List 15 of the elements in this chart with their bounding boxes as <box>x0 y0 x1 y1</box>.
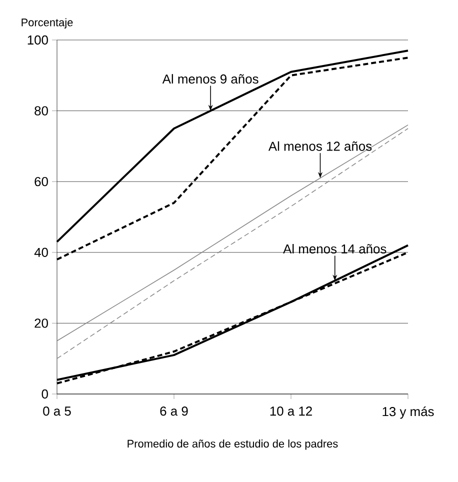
y-axis-title: Porcentaje <box>22 18 73 28</box>
y-tick-label: 100 <box>28 35 48 45</box>
x-tick-label: 6 a 9 <box>160 406 188 416</box>
y-tick-label: 60 <box>34 177 48 186</box>
x-tick-label: 13 y más <box>382 406 434 419</box>
y-tick-label: 80 <box>34 106 48 116</box>
x-axis-title: Promedio de años de estudio de los padres <box>128 440 338 450</box>
y-tick-label: 20 <box>34 318 48 328</box>
x-tick-label: 10 a 12 <box>270 406 312 416</box>
annotation: Al menos 9 años <box>162 74 258 84</box>
y-tick-label: 0 <box>42 389 48 399</box>
annotation: Al menos 14 años <box>283 244 386 254</box>
x-tick-label: 0 a 5 <box>43 406 71 416</box>
y-tick-label: 40 <box>34 248 48 257</box>
annotation: Al menos 12 años <box>268 141 372 151</box>
